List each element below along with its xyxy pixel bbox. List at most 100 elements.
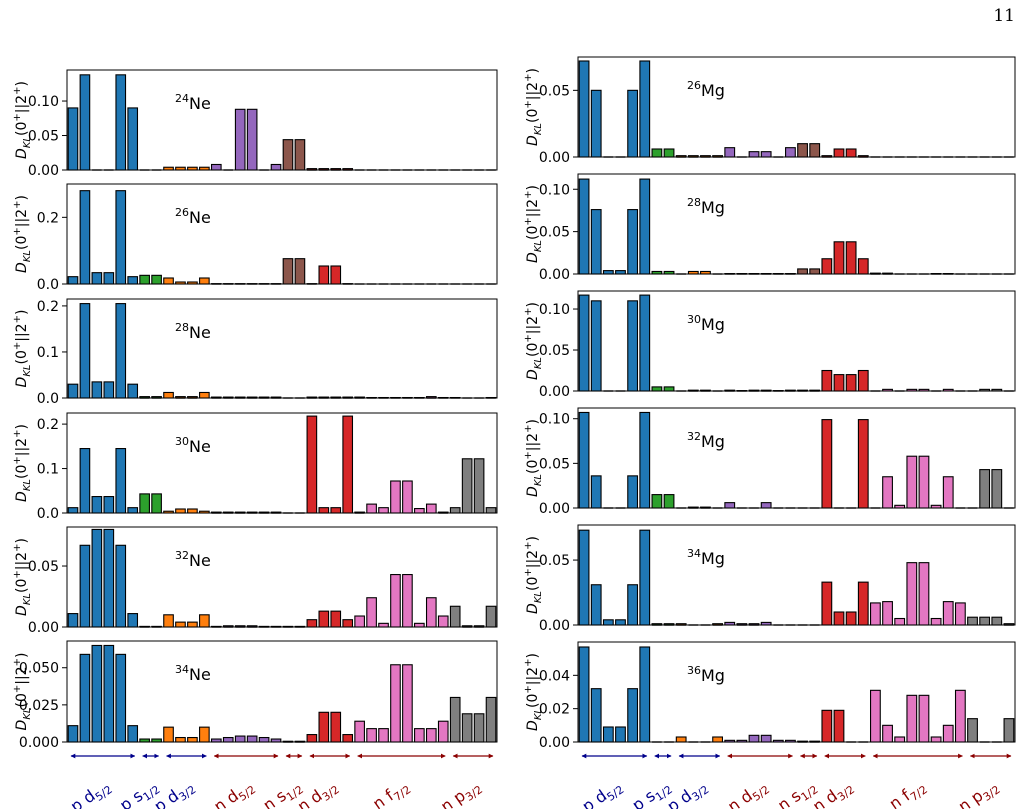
bar — [627, 300, 639, 392]
y-tick-label: 0.00 — [539, 150, 570, 166]
bar — [882, 724, 893, 743]
bar — [485, 696, 497, 743]
bar — [79, 74, 91, 171]
bar — [342, 619, 354, 628]
nucleus-label: 32Mg — [687, 430, 725, 451]
bar — [590, 300, 602, 392]
orbital-label-n-d52: n d5/2 — [724, 776, 772, 809]
y-tick-label: 0.05 — [539, 225, 570, 241]
bar — [906, 694, 918, 743]
bar — [127, 613, 139, 628]
y-axis-label: DKL(0+||2+) — [523, 302, 544, 380]
y-axis-label: DKL(0+||2+) — [523, 419, 544, 497]
bar — [187, 508, 198, 514]
bar — [578, 646, 590, 743]
bar — [954, 689, 966, 743]
bar — [615, 726, 626, 743]
bar — [294, 258, 306, 285]
bar — [663, 494, 675, 509]
bar — [882, 601, 893, 626]
bar — [115, 303, 127, 399]
y-axis-label: DKL(0+||2+) — [12, 310, 33, 388]
bar — [366, 597, 377, 628]
bar — [103, 528, 115, 628]
y-tick-label: 0.00 — [28, 620, 59, 636]
bar — [724, 147, 736, 158]
bar — [67, 507, 79, 514]
orbital-label-n-p32: n p3/2 — [437, 776, 485, 809]
bar — [151, 274, 162, 285]
bar — [222, 736, 234, 743]
bar — [627, 209, 639, 275]
bar — [103, 381, 115, 399]
bar — [724, 502, 736, 509]
bar — [627, 475, 639, 509]
bar — [246, 108, 258, 171]
bar — [602, 619, 614, 626]
y-tick-label: 0.00 — [539, 501, 570, 517]
bar — [485, 605, 497, 628]
y-axis-label: DKL(0+||2+) — [523, 185, 544, 263]
bar — [821, 258, 833, 275]
bar — [127, 276, 139, 285]
bar — [234, 108, 246, 171]
y-tick-label: 0.1 — [37, 345, 59, 361]
bar — [425, 728, 437, 743]
bar — [330, 265, 342, 285]
y-axis-label: DKL(0+||2+) — [523, 68, 544, 146]
bar — [590, 475, 602, 509]
bar — [91, 381, 103, 399]
bar — [651, 148, 663, 158]
y-tick-label: 0.0 — [37, 506, 59, 522]
bar — [809, 143, 821, 158]
y-tick-label: 0.2 — [37, 299, 59, 315]
axes-frame — [577, 407, 1016, 509]
bar — [378, 728, 389, 743]
nucleus-label: 28Mg — [687, 196, 725, 217]
bar — [103, 496, 115, 514]
nucleus-label: 34Ne — [175, 663, 211, 684]
axes-frame — [66, 412, 498, 514]
bar — [845, 241, 857, 275]
bar — [918, 562, 930, 626]
y-tick-label: 0.1 — [37, 462, 59, 478]
bar — [869, 602, 881, 626]
bar — [103, 272, 115, 285]
bar — [378, 507, 389, 514]
bar — [979, 469, 991, 509]
bar — [342, 415, 354, 514]
bar — [67, 276, 79, 285]
bar — [67, 107, 79, 171]
bar — [602, 270, 614, 275]
bar — [809, 268, 821, 275]
bar — [199, 726, 210, 743]
bar — [187, 736, 198, 743]
bar — [485, 507, 497, 514]
nucleus-label: 30Mg — [687, 313, 725, 334]
bar — [942, 601, 954, 626]
bar — [602, 726, 614, 743]
bar — [342, 734, 354, 743]
bar — [318, 610, 330, 628]
bar — [79, 303, 91, 399]
y-tick-label: 0.10 — [539, 182, 570, 198]
axes-frame — [577, 290, 1016, 392]
bar — [590, 89, 602, 158]
bar — [627, 89, 639, 158]
bar — [282, 139, 294, 171]
axes-frame — [66, 640, 498, 743]
y-tick-label: 0.0 — [37, 277, 59, 293]
axes-frame — [66, 183, 498, 285]
bar — [906, 562, 918, 626]
orbital-label-n-f72: n f7/2 — [369, 776, 413, 809]
axes-frame — [577, 524, 1016, 626]
bar — [414, 622, 425, 628]
bar — [330, 610, 342, 628]
bar — [857, 369, 869, 392]
y-tick-label: 0.05 — [539, 553, 570, 569]
bar — [246, 735, 258, 743]
